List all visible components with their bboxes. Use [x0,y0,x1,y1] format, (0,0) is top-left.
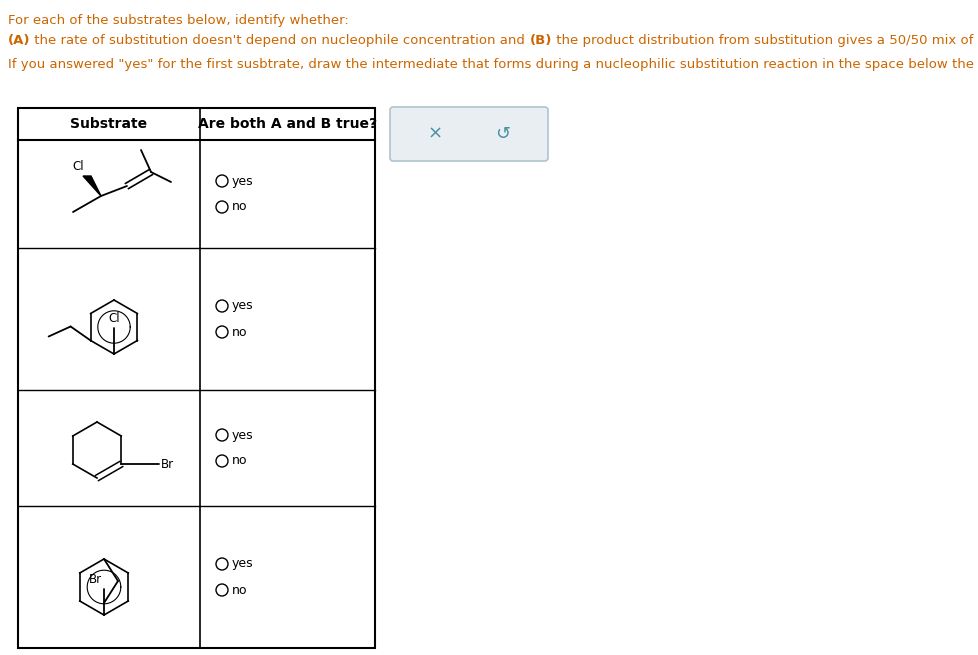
Text: ×: × [427,125,443,143]
Polygon shape [83,176,101,196]
Text: the rate of substitution doesn't depend on nucleophile concentration and: the rate of substitution doesn't depend … [30,34,529,47]
Text: Br: Br [161,457,174,470]
Text: ↺: ↺ [494,125,510,143]
Text: Are both A and B true?: Are both A and B true? [198,117,377,131]
Text: (A): (A) [8,34,30,47]
Text: no: no [232,326,247,339]
Text: no: no [232,200,247,214]
Text: If you answered "yes" for the first susbtrate, draw the intermediate that forms : If you answered "yes" for the first susb… [8,58,978,71]
Text: yes: yes [232,174,253,187]
Text: no: no [232,584,247,597]
Text: Br: Br [89,573,102,586]
Text: yes: yes [232,299,253,312]
Text: yes: yes [232,557,253,571]
Text: (B): (B) [529,34,552,47]
Text: Cl: Cl [72,160,84,173]
Text: the product distribution from substitution gives a 50/50 mix of enantiomers.: the product distribution from substituti… [552,34,978,47]
Text: For each of the substrates below, identify whether:: For each of the substrates below, identi… [8,14,348,27]
Text: yes: yes [232,428,253,441]
Text: Cl: Cl [109,312,119,325]
FancyBboxPatch shape [389,107,548,161]
Text: Substrate: Substrate [70,117,148,131]
Text: no: no [232,455,247,468]
